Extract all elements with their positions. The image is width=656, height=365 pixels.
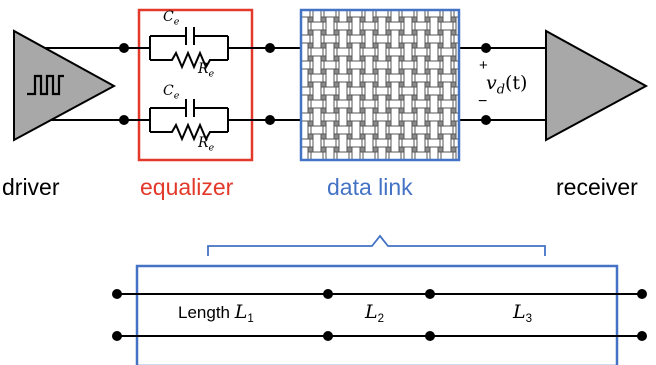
woven-mesh-pattern <box>301 10 459 160</box>
segment-wires <box>117 293 642 337</box>
driver-label: driver <box>2 174 60 200</box>
plus-sign: + <box>479 57 488 74</box>
capacitor-label-bottom: Ce <box>163 83 180 102</box>
expanded-link-box <box>135 264 619 365</box>
capacitor-label-top: Ce <box>163 9 180 28</box>
square-wave-icon <box>27 74 64 96</box>
equalizer-rc-network-top <box>124 27 270 70</box>
data-link-box <box>299 8 461 162</box>
resistor-label-bottom: Re <box>198 135 215 154</box>
data-link-label: data link <box>327 174 413 200</box>
segment-label-1: Length L1 <box>178 301 254 326</box>
resistor-label-top: Re <box>198 61 215 80</box>
node-dot <box>265 43 275 53</box>
equalizer-rc-network-bottom <box>124 99 270 142</box>
expansion-brace <box>207 234 546 256</box>
node-dot <box>481 115 491 125</box>
node-dot <box>481 43 491 53</box>
minus-sign: − <box>478 93 488 110</box>
node-dot <box>265 115 275 125</box>
segment-label-2: L2 <box>365 301 385 326</box>
receiver-label: receiver <box>556 174 638 200</box>
segment-label-3: L3 <box>513 301 533 326</box>
segment-node-dots <box>112 289 647 341</box>
driver-amplifier <box>13 29 117 142</box>
voltage-label: vd(t) <box>486 72 528 98</box>
equalizer-label: equalizer <box>140 174 234 200</box>
receiver-amplifier <box>545 29 649 142</box>
